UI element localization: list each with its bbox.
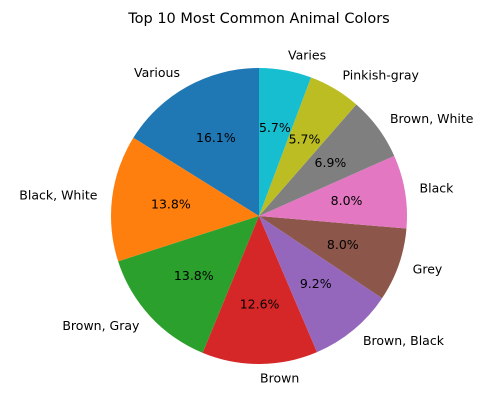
slice-pct-label-various: 16.1%	[196, 130, 236, 145]
slice-label-black-white: Black, White	[19, 188, 97, 203]
pie-slice-grey	[259, 216, 407, 299]
slice-pct-label-brown-gray: 13.8%	[174, 268, 214, 283]
slice-pct-label-pinkish-gray: 5.7%	[289, 131, 321, 146]
slice-pct-label-black: 8.0%	[331, 193, 363, 208]
slice-label-varies: Varies	[288, 47, 326, 62]
chart-title: Top 10 Most Common Animal Colors	[127, 11, 389, 27]
pie-slice-brown-white	[259, 104, 395, 216]
slice-pct-label-brown: 12.6%	[240, 296, 280, 311]
slice-label-brown-gray: Brown, Gray	[62, 318, 140, 333]
slice-pct-label-grey: 8.0%	[327, 237, 359, 252]
slice-label-brown-white: Brown, White	[390, 111, 474, 126]
slice-label-various: Various	[134, 65, 180, 80]
pie-slice-brown-black	[259, 216, 383, 353]
slice-label-grey: Grey	[413, 261, 443, 276]
pie-slice-brown	[202, 216, 318, 365]
slice-label-brown: Brown	[260, 370, 299, 385]
slice-pct-label-varies: 5.7%	[259, 120, 291, 135]
pie-labels: Various 16.1% Black, White 13.8% Brown, Gray…	[19, 47, 474, 385]
slice-label-black: Black	[420, 180, 455, 195]
pie-slice-black-white	[110, 137, 259, 262]
pie-slice-various	[133, 68, 259, 216]
pie-slices	[110, 68, 408, 365]
slice-label-brown-black: Brown, Black	[363, 333, 445, 348]
pie-slice-brown-gray	[118, 216, 259, 353]
slice-label-pinkish-gray: Pinkish-gray	[342, 68, 419, 83]
pie-slice-pinkish-gray	[259, 77, 357, 217]
pie-slice-varies	[259, 68, 311, 216]
pie-slice-black	[259, 155, 408, 229]
slice-pct-label-black-white: 13.8%	[151, 197, 191, 212]
slice-pct-label-brown-white: 6.9%	[315, 155, 347, 170]
slice-pct-label-brown-black: 9.2%	[300, 276, 332, 291]
